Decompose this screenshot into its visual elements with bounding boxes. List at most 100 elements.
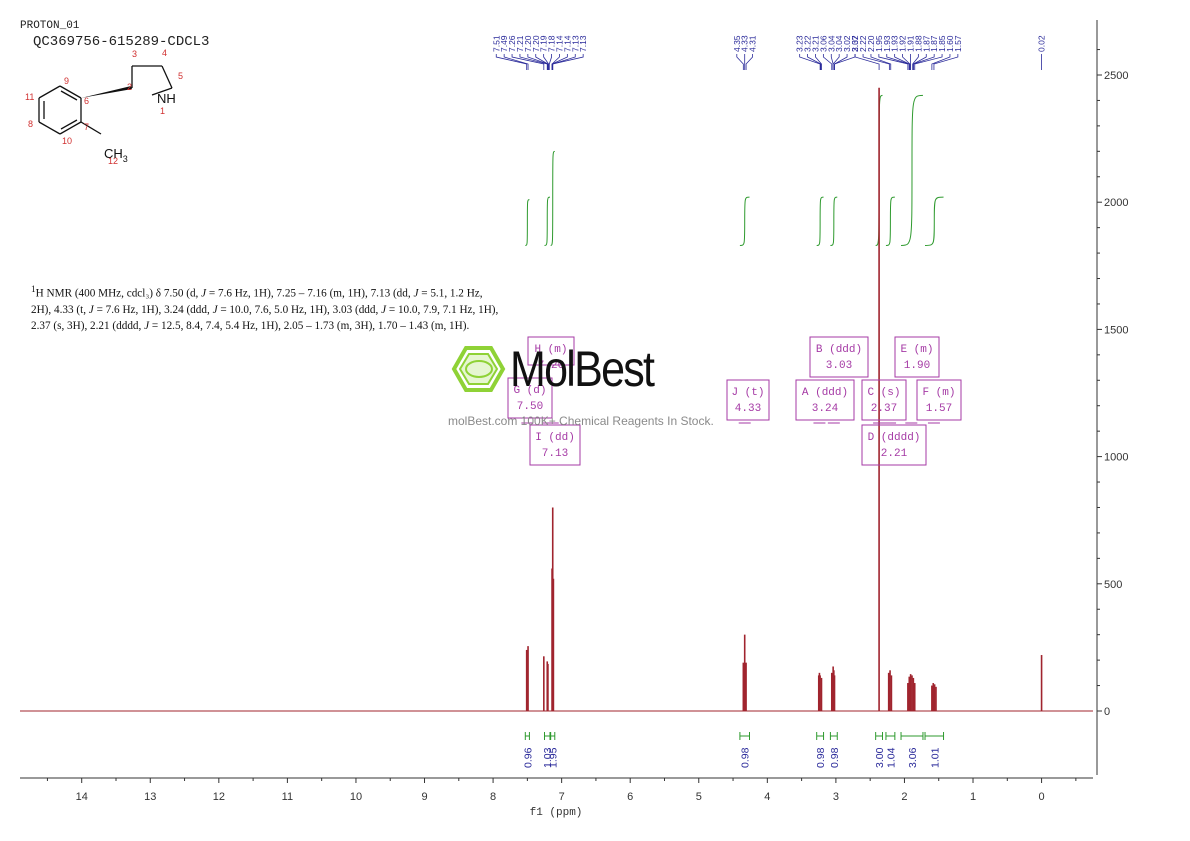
peak-pick-label: 7.18 [547,35,557,52]
multiplet-label: E (m) [900,344,933,356]
integral-value: 1.04 [885,747,897,768]
peak-pick-label: 3.06 [818,35,828,52]
integral-curve [885,196,895,246]
atom-label-c8: 8 [28,119,33,129]
peak-pick-label: 4.31 [748,35,758,52]
multiplet-box [795,379,855,421]
pulse-name: PROTON_01 [20,20,80,32]
multiplet-shift: 4.33 [735,403,761,415]
atom-label-c3: 3 [132,49,137,59]
multiplet-label: G (d) [513,385,546,397]
x-tick-label: 3 [833,791,839,803]
peak-pick-label: 7.21 [515,35,525,52]
multiplet-label: B (ddd) [816,344,862,356]
peak-pick-leader [832,54,840,70]
multiplet-shift: 1.90 [904,360,930,372]
wedge-bond [81,86,132,98]
multiplet-shift: 7.50 [517,401,543,413]
watermark-logo-text: MolBest [510,341,655,397]
integral-curve [925,196,944,246]
x-tick-label: 5 [696,791,702,803]
peak-pick-label: 3.04 [826,35,836,52]
integral-value: 0.98 [740,747,752,768]
integral-value: 3.00 [874,747,886,768]
peak-pick-label: 1.93 [882,35,892,52]
peak-pick-labels: 7.517.497.267.217.207.207.197.187.147.14… [491,35,1047,70]
y-tick-label: 500 [1104,579,1122,591]
y-axis: 0 500 1000 1500 2000 2500 [1096,20,1128,775]
molecule-structure [38,65,173,135]
peak-pick-leader [862,54,890,70]
peak-pick-label: 1.93 [890,35,900,52]
integral-curve [544,196,551,246]
integral-curve [525,199,530,246]
multiplet-label: D (dddd) [868,432,921,444]
multiplet-box [894,336,940,378]
peak-pick-leader [736,54,744,70]
multiplet-box [527,336,575,366]
peak-pick-label: 0.02 [1037,35,1047,52]
peak-pick-label: 7.14 [554,35,564,52]
integral-value: 1.01 [929,747,941,768]
multiplet-shift: 3.03 [826,360,852,372]
atom-label-n1: 1 [160,106,165,116]
peak-pick-label: 1.87 [921,35,931,52]
peak-pick-label: 7.20 [531,35,541,52]
integral-value: 0.96 [522,747,534,768]
peak-pick-label: 7.19 [539,35,549,52]
multiplet-box [529,424,581,466]
peak-pick-label: 7.14 [562,35,572,52]
atom-label-c4: 4 [162,48,167,58]
peak-pick-label: 3.04 [834,35,844,52]
integral-curve [901,94,923,246]
peak-pick-label: 2.37 [850,35,860,52]
peak-pick-leader [870,54,892,70]
peak-pick-label: 1.87 [929,35,939,52]
atom-label-c6: 6 [84,96,89,106]
atom-label-c9: 9 [64,76,69,86]
multiplet-label: F (m) [922,387,955,399]
molbest-logo-icon [451,346,506,392]
peak-pick-leader [933,54,959,70]
peak-pick-leader [543,54,550,70]
methyl-label: CH3 [104,146,128,164]
peak-pick-label: 7.26 [507,35,517,52]
peak-pick-leader [495,54,528,70]
atom-label-c2: 2 [127,82,132,92]
multiplet-shift: 7.20 [538,360,564,372]
multiplet-shift: 1.57 [926,403,952,415]
x-tick-label: 13 [144,791,156,803]
multiplet-label: J (t) [731,387,764,399]
y-tick-label: 0 [1104,706,1110,718]
multiplet-label: A (ddd) [802,387,848,399]
peak-pick-label: 4.35 [732,35,742,52]
peak-pick-label: 3.02 [850,35,860,52]
integral-curve [830,196,838,246]
peak-pick-leader [815,54,822,70]
x-tick-label: 14 [76,791,88,803]
x-tick-label: 4 [764,791,770,803]
integral-bars: 0.96 1.031.95 0.98 0.98 0.98 3.00 1.04 3.06 1.01 [522,732,945,768]
integral-value: 3.06 [907,747,919,768]
atom-label-c7: 7 [84,122,89,132]
x-axis: 14 13 12 11 10 9 8 7 6 5 4 3 2 1 0 [20,777,1093,803]
peak-pick-label: 1.85 [937,35,947,52]
peak-pick-label: 7.51 [491,35,501,52]
peak-pick-label: 7.13 [570,35,580,52]
nmr-description: 1H NMR (400 MHz, cdcl₃) δ 7.50 (d, J = 7… [31,285,499,332]
peak-pick-leader [519,54,548,70]
peak-pick-label: 3.02 [842,35,852,52]
multiplet-shift: 3.24 [812,403,839,415]
y-tick-label: 2500 [1104,70,1128,82]
integral-curve [816,196,824,246]
x-axis-label: f1 (ppm) [530,807,583,819]
peak-pick-leader [912,54,935,70]
peak-pick-leader [551,54,568,70]
integral-value: 0.98 [815,747,827,768]
peak-pick-label: 4.33 [740,35,750,52]
peak-pick-leader [902,54,911,70]
multiplet-shift: 2.21 [881,448,908,460]
peak-pick-leader [931,54,951,70]
integral-curve [550,150,555,246]
